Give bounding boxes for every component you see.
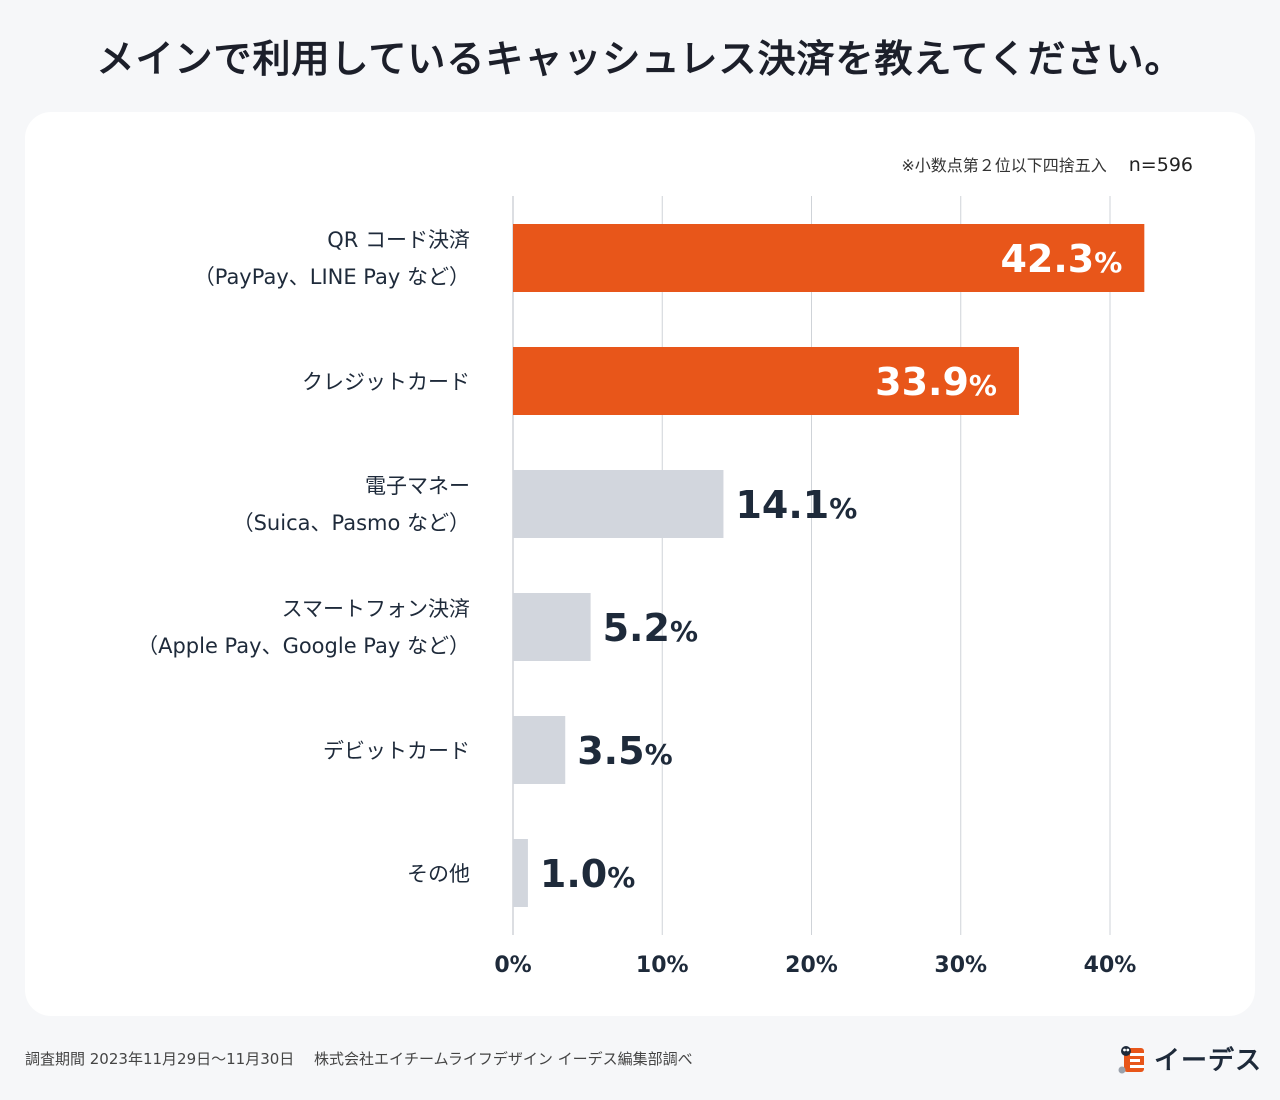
x-tick-label: 30% <box>934 953 987 978</box>
category-label: QR コード決済 <box>327 228 470 252</box>
bar <box>513 716 566 784</box>
category-label: その他 <box>407 862 470 886</box>
bar <box>513 593 591 661</box>
data-label: 42.3% <box>1000 237 1122 281</box>
data-label: 1.0% <box>540 852 635 896</box>
bar <box>513 347 1019 415</box>
brand-logo: イーデス <box>1118 1040 1262 1077</box>
category-label: （PayPay、LINE Pay など） <box>194 265 470 289</box>
x-tick-label: 40% <box>1084 953 1137 978</box>
x-tick-label: 0% <box>494 953 531 978</box>
rounding-note: ※小数点第２位以下四捨五入 <box>901 156 1107 175</box>
bar <box>513 224 1145 292</box>
chart-title: メインで利用しているキャッシュレス決済を教えてください。 <box>96 37 1184 81</box>
data-label: 14.1% <box>735 483 857 527</box>
category-label: クレジットカード <box>302 370 470 394</box>
data-label: 3.5% <box>577 729 672 773</box>
category-label: 電子マネー <box>365 474 470 498</box>
data-label: 5.2% <box>603 606 698 650</box>
data-label: 33.9% <box>875 360 997 404</box>
category-label: デビットカード <box>323 739 470 763</box>
category-label: （Apple Pay、Google Pay など） <box>137 634 470 658</box>
x-tick-label: 20% <box>785 953 838 978</box>
bar <box>513 839 528 907</box>
category-label: （Suica、Pasmo など） <box>233 511 470 535</box>
chart-note: ※小数点第２位以下四捨五入 n=596 <box>25 152 1193 176</box>
footer-survey-info: 調査期間 2023年11月29日〜11月30日 株式会社エイチームライフデザイン… <box>25 1050 693 1068</box>
sample-size: n=596 <box>1128 154 1193 176</box>
edeith-logo-icon <box>1118 1044 1146 1074</box>
category-label: スマートフォン決済 <box>282 597 470 621</box>
bar <box>513 470 724 538</box>
x-tick-label: 10% <box>636 953 689 978</box>
logo-text: イーデス <box>1154 1046 1263 1076</box>
